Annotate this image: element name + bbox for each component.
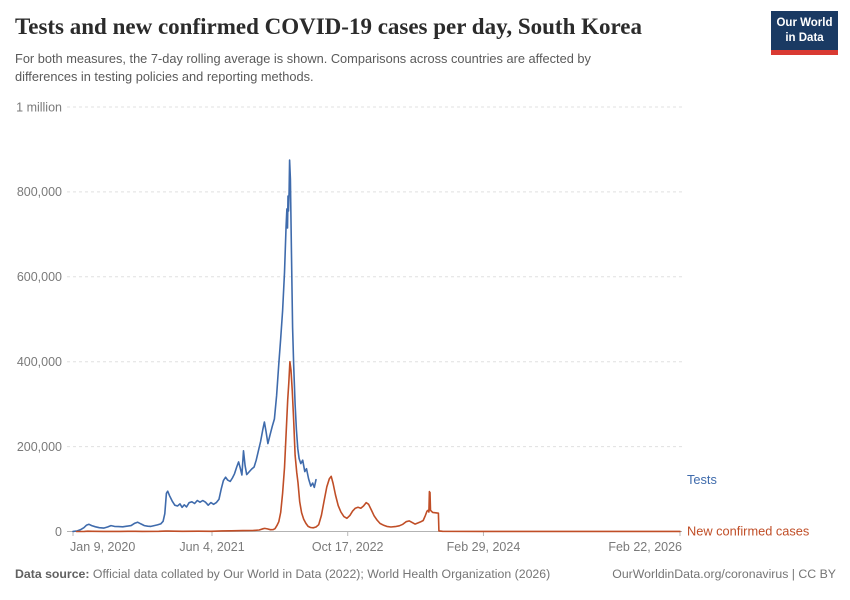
data-source: Data source: Official data collated by O…: [15, 567, 550, 583]
series-line-new-confirmed-cases: [75, 360, 681, 533]
y-tick-label: 800,000: [17, 185, 62, 199]
series-line-tests: [72, 159, 317, 533]
y-tick-label: 400,000: [17, 355, 62, 369]
series-label-tests: Tests: [687, 472, 717, 487]
y-gridlines: [67, 106, 682, 532]
x-tick-label: Oct 17, 2022: [312, 540, 384, 554]
owid-logo: Our World in Data: [771, 11, 838, 55]
owid-logo-line1: Our World: [776, 17, 833, 29]
x-tick-label: Feb 29, 2024: [447, 540, 521, 554]
y-tick-label: 1 million: [16, 100, 62, 114]
x-tick-label: Jan 9, 2020: [70, 540, 135, 554]
y-axis-labels: 0 200,000 400,000 600,000 800,000 1 million: [16, 100, 62, 539]
data-source-text: Official data collated by Our World in D…: [92, 567, 551, 581]
chart-header: Tests and new confirmed COVID-19 cases p…: [15, 13, 755, 87]
y-tick-label: 0: [55, 525, 62, 539]
owid-logo-line2: in Data: [785, 31, 824, 44]
chart-footer: Data source: Official data collated by O…: [15, 567, 836, 583]
chart-title: Tests and new confirmed COVID-19 cases p…: [15, 14, 642, 39]
owid-link[interactable]: OurWorldinData.org/coronavirus | CC BY: [612, 567, 836, 581]
x-tick-label: Jun 4, 2021: [179, 540, 244, 554]
y-tick-label: 200,000: [17, 440, 62, 454]
x-tick-label: Feb 22, 2026: [608, 540, 682, 554]
x-axis-labels: Jan 9, 2020 Jun 4, 2021 Oct 17, 2022 Feb 29…: [70, 531, 682, 554]
chart-subtitle: For both measures, the 7-day rolling ave…: [15, 50, 591, 85]
data-source-label: Data source:: [15, 567, 90, 581]
series-label-new-confirmed-cases: New confirmed cases: [687, 524, 809, 539]
y-tick-label: 600,000: [17, 270, 62, 284]
